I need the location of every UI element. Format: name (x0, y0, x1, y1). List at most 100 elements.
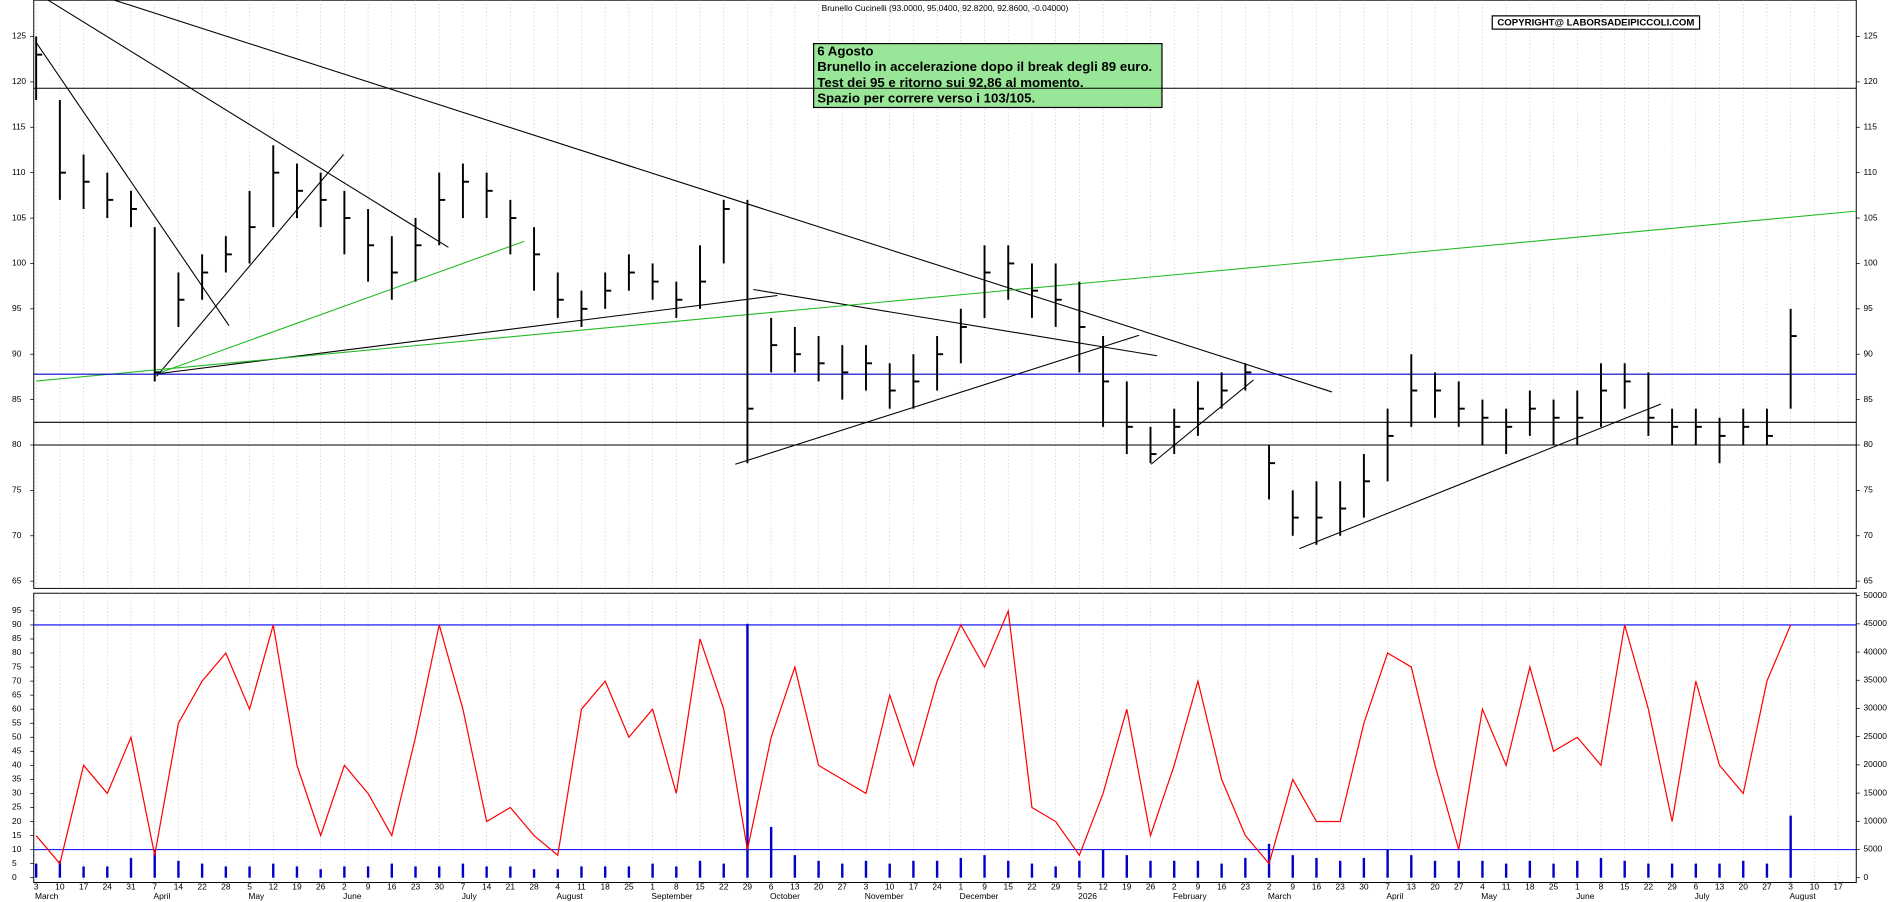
volume-bar (1078, 860, 1081, 878)
price-panel (33, 0, 1857, 589)
x-tick-label: 27 (1762, 882, 1772, 892)
x-tick-label: 18 (600, 882, 610, 892)
volume-bar (532, 869, 536, 878)
volume-bar (200, 863, 204, 878)
x-tick-label: 2 (342, 882, 347, 892)
volume-bar (1457, 860, 1460, 878)
volume-bar (1433, 860, 1437, 878)
volume-bar (935, 860, 939, 878)
month-label: October (770, 891, 800, 901)
month-label: June (343, 891, 362, 901)
x-tick-label: 29 (743, 882, 753, 892)
volume-bar (438, 866, 441, 878)
volume-bar (106, 866, 109, 878)
volume-bar (580, 866, 583, 878)
x-tick-label: 19 (292, 882, 302, 892)
x-tick-label: 8 (1599, 882, 1604, 892)
y-tick-label: 125 (12, 31, 26, 41)
y2-tick-label: 0 (1863, 872, 1868, 882)
y-tick-label: 40 (12, 760, 22, 770)
y2-tick-label: 5000 (1863, 844, 1882, 854)
x-tick-label: 1 (650, 882, 655, 892)
volume-bar (1742, 860, 1745, 878)
annotation-line: 6 Agosto (817, 44, 873, 59)
y-tick-label: 10 (12, 844, 22, 854)
y-tick-label: 120 (1863, 76, 1877, 86)
y-tick-label: 95 (12, 303, 22, 313)
volume-bar (1267, 843, 1271, 878)
x-tick-label: 4 (1480, 882, 1485, 892)
volume-bar (1599, 857, 1603, 878)
volume-bar (1030, 863, 1034, 878)
oscillator-line (35, 608, 1792, 865)
x-tick-label: 16 (387, 882, 397, 892)
month-label: March (35, 891, 59, 901)
x-tick-label: 6 (769, 882, 774, 892)
x-tick-label: 27 (1454, 882, 1464, 892)
x-tick-label: 22 (1027, 882, 1037, 892)
copyright-box (1491, 15, 1701, 30)
volume-bar (414, 866, 417, 878)
volume-bar (295, 866, 299, 878)
x-tick-label: 25 (624, 882, 634, 892)
month-label: November (865, 891, 904, 901)
volume-bar (1173, 860, 1176, 878)
x-tick-label: 30 (1359, 882, 1369, 892)
y-tick-label: 90 (12, 348, 22, 358)
x-tick-label: 9 (1290, 882, 1295, 892)
volume-bar (651, 863, 654, 878)
y-tick-label: 120 (12, 76, 26, 86)
y-tick-label: 50 (12, 732, 22, 742)
x-tick-label: 9 (982, 882, 987, 892)
x-tick-label: 23 (1335, 882, 1345, 892)
x-tick-label: 15 (695, 882, 705, 892)
y-tick-label: 70 (12, 530, 22, 540)
y-tick-label: 80 (12, 647, 22, 657)
month-label: May (1481, 891, 1498, 901)
y-tick-label: 115 (1863, 122, 1877, 132)
volume-bar (129, 857, 133, 878)
trendline (35, 42, 230, 326)
y-tick-label: 85 (12, 633, 22, 643)
month-label: February (1173, 891, 1207, 901)
x-tick-label: 7 (461, 882, 466, 892)
x-tick-label: 11 (1502, 882, 1511, 892)
y-tick-label: 75 (12, 661, 22, 671)
trendline (47, 0, 449, 248)
trendlines (35, 0, 1857, 550)
volume-bar (1291, 855, 1294, 878)
x-tick-label: 13 (1715, 882, 1725, 892)
x-tick-label: 17 (79, 882, 89, 892)
volume-bar (272, 863, 275, 878)
month-label: June (1576, 891, 1595, 901)
y-tick-label: 95 (1863, 303, 1873, 313)
volume-bar (58, 860, 62, 878)
x-tick-label: 20 (1430, 882, 1440, 892)
x-tick-label: 1 (1575, 882, 1580, 892)
volume-bar (1125, 855, 1128, 878)
x-tick-label: 14 (174, 882, 184, 892)
trendline (156, 240, 525, 375)
x-tick-label: 7 (1385, 882, 1390, 892)
annotation-line: Spazio per correre verso i 103/105. (817, 91, 1035, 106)
volume-bar (817, 860, 820, 878)
volume-bar (153, 849, 156, 878)
volume-bar (675, 866, 678, 878)
volume-bar (1386, 849, 1389, 878)
volume-bar (746, 623, 749, 878)
x-tick-label: 14 (482, 882, 492, 892)
volume-bar (627, 866, 631, 878)
volume-bar (509, 866, 512, 878)
x-tick-label: 13 (790, 882, 800, 892)
annotation-box (813, 42, 1163, 109)
y2-tick-label: 35000 (1863, 674, 1887, 684)
x-tick-label: 2 (1267, 882, 1272, 892)
volume-bar (1718, 863, 1721, 878)
y-tick-label: 55 (12, 717, 22, 727)
x-tick-label: 20 (1739, 882, 1749, 892)
volume-bar (793, 855, 797, 878)
trendline (753, 288, 1158, 357)
y-tick-label: 70 (1863, 530, 1873, 540)
x-tick-label: 1 (958, 882, 963, 892)
